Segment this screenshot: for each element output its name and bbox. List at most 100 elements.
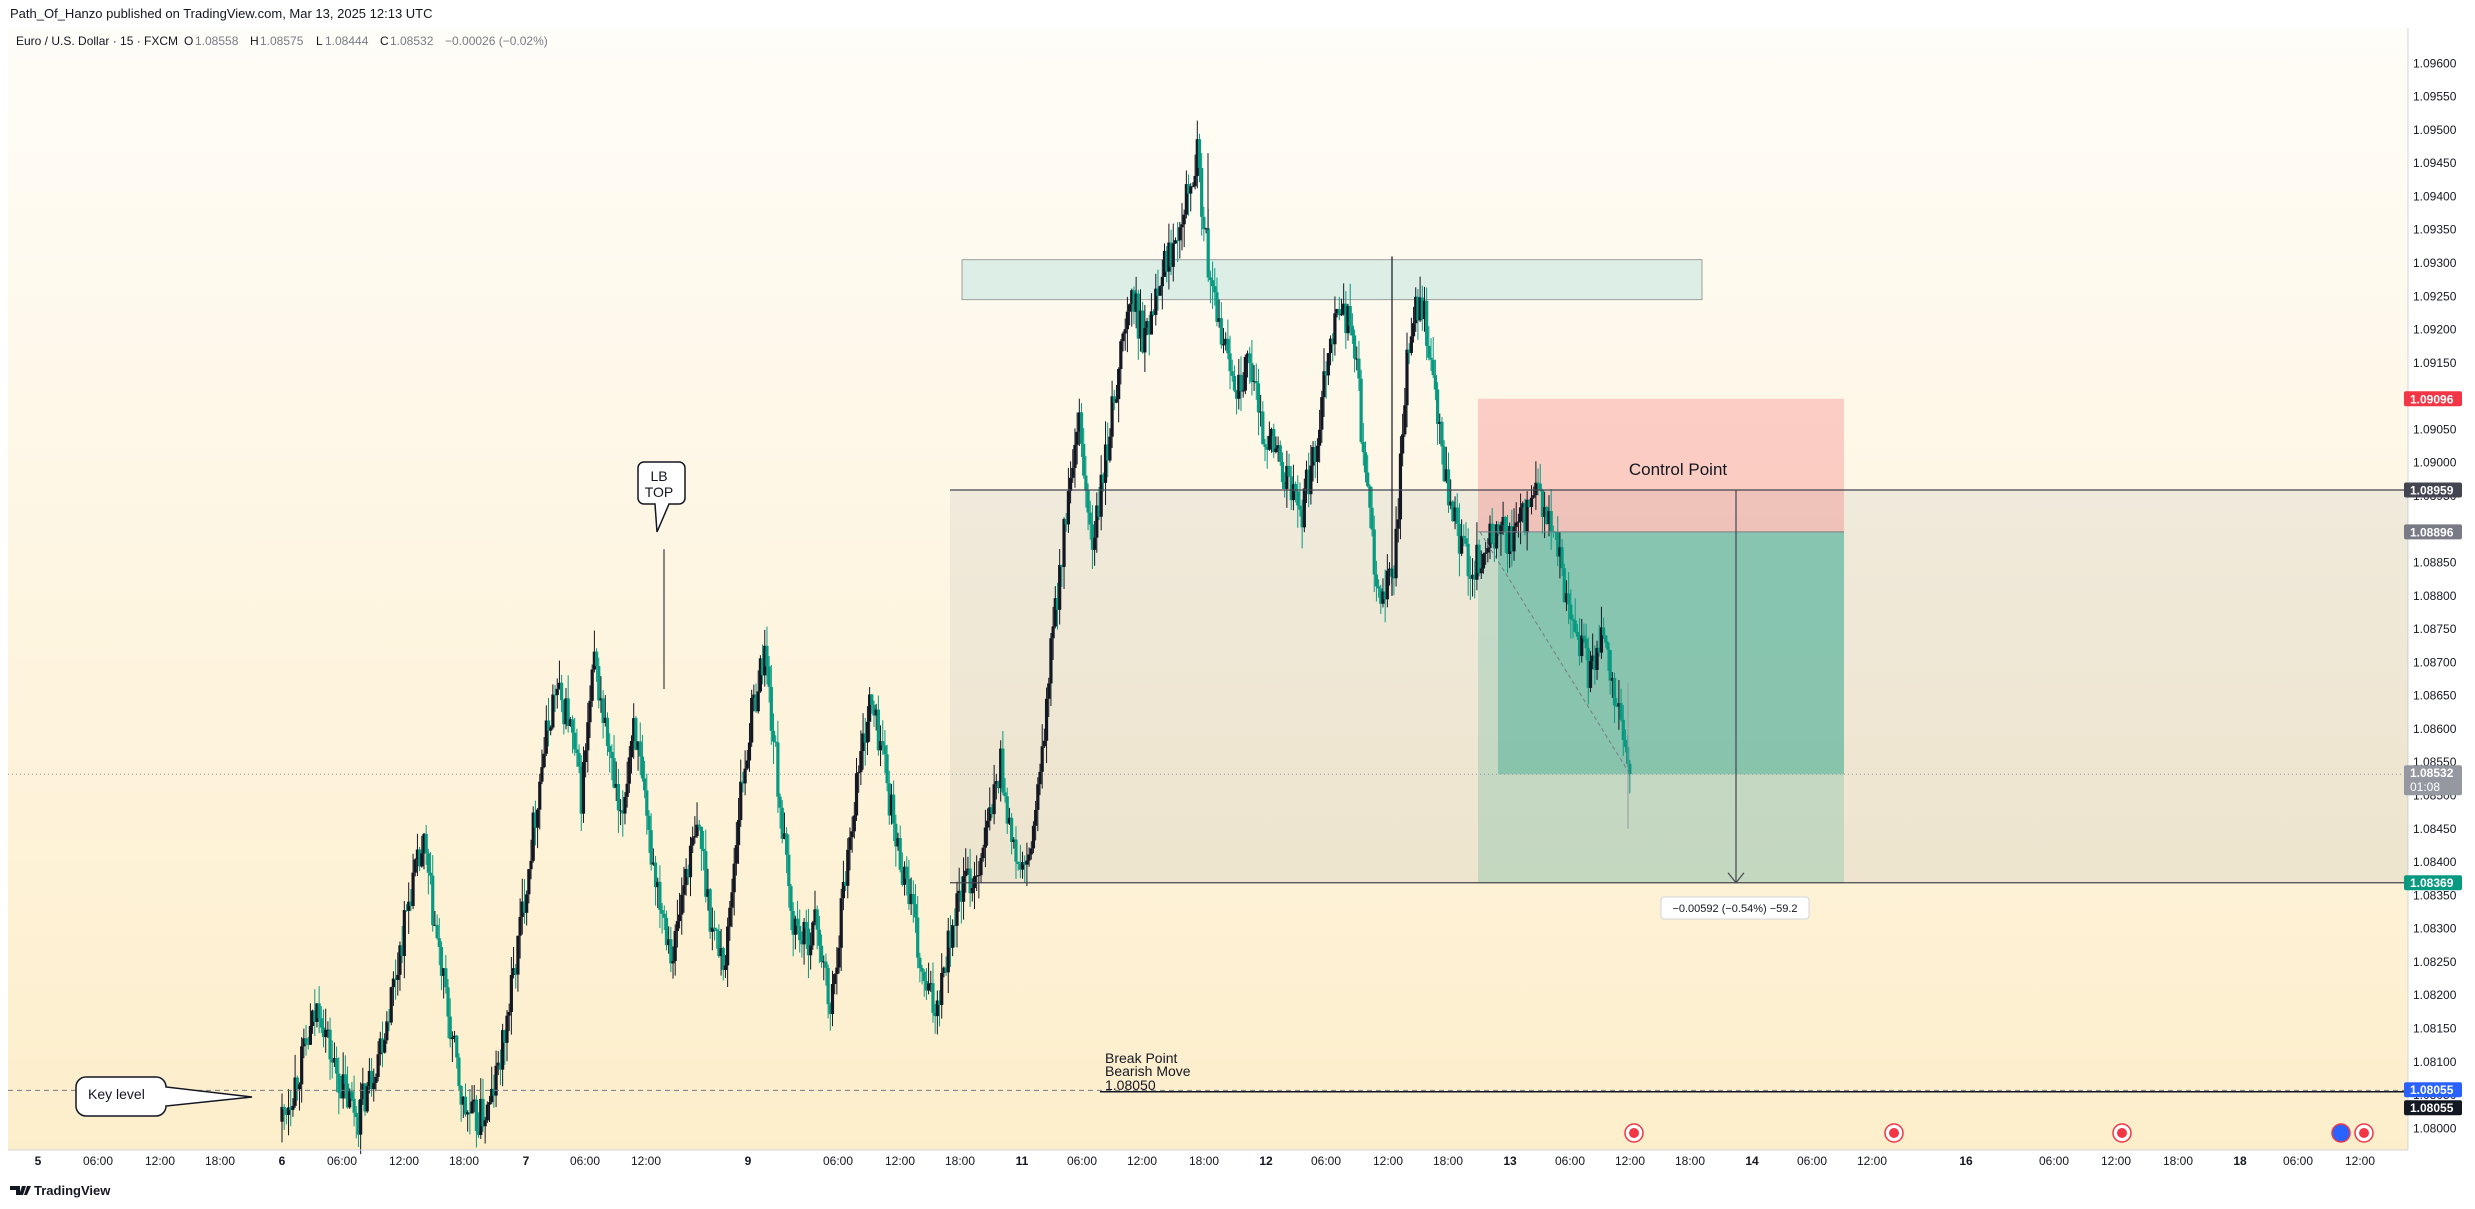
candle-body bbox=[697, 824, 701, 827]
economic-events[interactable] bbox=[1624, 1123, 2374, 1143]
candle-body bbox=[562, 700, 566, 725]
candle-body bbox=[435, 924, 439, 939]
candle-body bbox=[1160, 276, 1164, 287]
candle-body bbox=[361, 1083, 365, 1100]
legend-symbol[interactable]: Euro / U.S. Dollar · 15 · FXCM bbox=[16, 34, 178, 48]
candle-body bbox=[586, 722, 590, 751]
candle-body bbox=[754, 694, 758, 712]
candle-body bbox=[584, 750, 588, 763]
candle-body bbox=[1040, 746, 1044, 772]
candle-body bbox=[861, 733, 865, 752]
candle-body bbox=[863, 733, 867, 743]
tradingview-logo[interactable]: TradingView bbox=[10, 1183, 111, 1198]
us-event-icon-core bbox=[1889, 1128, 1899, 1138]
candle-body bbox=[658, 881, 662, 911]
candle-body bbox=[857, 772, 861, 774]
candle-body bbox=[721, 948, 725, 970]
candle-body bbox=[621, 810, 625, 814]
candle-body bbox=[846, 849, 850, 886]
candle-body bbox=[601, 698, 605, 724]
candle-body bbox=[1145, 321, 1149, 328]
candle-body bbox=[448, 1016, 452, 1040]
candle-body bbox=[511, 968, 516, 975]
candle-body bbox=[1473, 574, 1477, 580]
candle-body bbox=[649, 830, 653, 865]
measure-label[interactable]: −0.00592 (−0.54%) −59.2 bbox=[1660, 896, 1810, 920]
candle-body bbox=[1479, 568, 1483, 574]
candle-body bbox=[1337, 309, 1341, 315]
eu-event-icon[interactable] bbox=[2331, 1123, 2351, 1143]
candle-body bbox=[1527, 499, 1531, 507]
candle-body bbox=[975, 875, 979, 877]
candle-body bbox=[1232, 375, 1237, 391]
candle-body bbox=[942, 967, 946, 973]
short-position-profit-zone[interactable] bbox=[1498, 531, 1844, 775]
price-tick: 1.08000 bbox=[2413, 1121, 2457, 1135]
candle-body bbox=[479, 1098, 483, 1135]
time-tick: 12:00 bbox=[1857, 1154, 1887, 1168]
candle-body bbox=[809, 945, 813, 956]
time-tick: 06:00 bbox=[83, 1154, 113, 1168]
candle-body bbox=[1217, 318, 1221, 322]
candle-body bbox=[1289, 476, 1293, 501]
key-level-label: Key level bbox=[88, 1086, 145, 1102]
lb-top-callout[interactable]: LB TOP bbox=[637, 461, 686, 533]
candle-body bbox=[811, 922, 815, 946]
short-position-target-zone[interactable] bbox=[1478, 531, 1844, 883]
candle-body bbox=[1564, 593, 1569, 603]
candle-body bbox=[1125, 311, 1129, 330]
candle-body bbox=[1023, 862, 1027, 865]
candle-body bbox=[1549, 510, 1553, 532]
price-tick: 1.08450 bbox=[2413, 822, 2457, 836]
candle-body bbox=[983, 827, 987, 848]
candle-body bbox=[1368, 486, 1372, 508]
candle-body bbox=[1366, 472, 1370, 487]
candle-body bbox=[396, 974, 400, 980]
candle-body bbox=[1178, 227, 1182, 241]
candle-body bbox=[1433, 375, 1437, 390]
candle-body bbox=[1267, 436, 1271, 450]
candle-body bbox=[553, 694, 557, 696]
candle-body bbox=[455, 1035, 459, 1058]
candle-body bbox=[1422, 300, 1427, 320]
candle-body bbox=[1287, 465, 1291, 477]
candle-body bbox=[1521, 503, 1525, 508]
time-axis[interactable]: 5 06:00 12:00 18:00 6 06:00 12:00 18:00 7 06:00 12… bbox=[8, 1149, 2408, 1168]
candle-body bbox=[1497, 524, 1501, 534]
price-tick: 1.08250 bbox=[2413, 955, 2457, 969]
candle-body bbox=[1084, 475, 1088, 491]
range-box[interactable] bbox=[950, 489, 2408, 883]
candle-body bbox=[1466, 543, 1470, 577]
candle-body bbox=[961, 876, 966, 902]
candle-body bbox=[874, 709, 878, 716]
candle-body bbox=[977, 875, 981, 877]
candle-body bbox=[826, 967, 830, 1005]
break-point-note[interactable]: Break Point Bearish Move 1.08050 bbox=[1105, 1050, 1191, 1093]
candle-body bbox=[782, 833, 787, 839]
candle-body bbox=[289, 1107, 293, 1110]
published-by: Path_Of_Hanzo published on TradingView.c… bbox=[10, 6, 433, 21]
candle-body bbox=[990, 807, 994, 815]
legend-o-label: O bbox=[184, 34, 193, 48]
candle-body bbox=[1405, 349, 1409, 406]
candle-body bbox=[1055, 598, 1060, 610]
candle-body bbox=[1442, 446, 1446, 482]
short-position-stop-zone[interactable] bbox=[1478, 398, 1844, 532]
price-label-box bbox=[2404, 1082, 2462, 1098]
price-tick: 1.09050 bbox=[2413, 422, 2457, 436]
control-point-label[interactable]: Control Point bbox=[1629, 460, 1728, 479]
key-level-callout[interactable]: Key level bbox=[75, 1076, 253, 1117]
resistance-zone[interactable] bbox=[961, 259, 1703, 301]
candle-body bbox=[892, 794, 896, 824]
candle-body bbox=[319, 1018, 323, 1028]
candle-body bbox=[1623, 739, 1628, 747]
price-label-value: 1.09096 bbox=[2410, 392, 2454, 406]
candle-body bbox=[730, 892, 734, 908]
candle-body bbox=[843, 881, 848, 886]
candle-body bbox=[686, 868, 690, 878]
position-path-line bbox=[1479, 531, 1631, 775]
candle-body bbox=[970, 888, 974, 894]
time-tick: 12:00 bbox=[389, 1154, 419, 1168]
drawing-zones bbox=[8, 259, 2408, 883]
